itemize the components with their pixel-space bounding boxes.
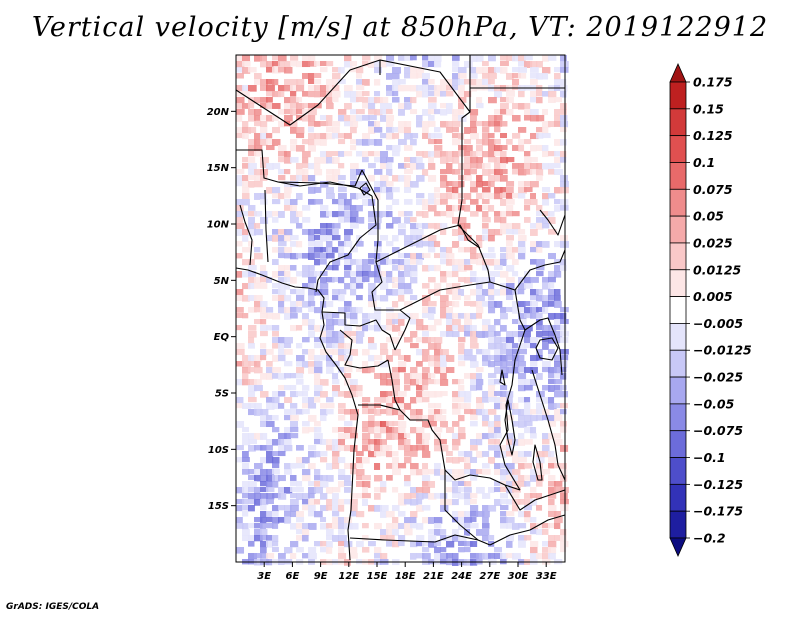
lon-tick-label: 18E — [395, 571, 416, 582]
colorbar-label: −0.1 — [693, 450, 726, 465]
lake-victoria — [535, 337, 559, 361]
colorbar-label: −0.075 — [693, 423, 743, 438]
country-borders — [235, 55, 566, 561]
colorbar-segment — [669, 349, 687, 378]
velocity-field — [236, 55, 569, 566]
colorbar-segment — [669, 403, 687, 432]
border-zambia — [444, 470, 566, 541]
border-libya-sudan — [461, 111, 471, 180]
colorbar-label: −0.05 — [693, 396, 735, 411]
border-south-sudan — [514, 249, 566, 291]
longitude-axis: 3E 6E 9E 12E 15E 18E 21E 24E 27E 30E 33E — [257, 562, 557, 582]
colorbar-label: −0.175 — [693, 504, 743, 519]
lake-chad — [359, 182, 371, 196]
lat-tick-label: 15N — [207, 163, 230, 174]
colorbar-arrow-bottom — [669, 537, 687, 557]
lon-tick-label: 21E — [423, 571, 444, 582]
colorbar-segment — [669, 81, 687, 110]
lon-tick-label: 3E — [257, 571, 271, 582]
colorbar-segment — [669, 269, 687, 297]
border-tanzania — [531, 369, 566, 481]
colorbar-segment — [669, 323, 687, 351]
border-angola-namibia — [349, 534, 491, 546]
lake-tanganyika — [504, 399, 516, 456]
colorbar-label: −0.0125 — [693, 343, 752, 358]
colorbar-segment — [669, 510, 687, 539]
colorbar-label: 0.075 — [693, 182, 733, 197]
colorbar-segment — [669, 296, 687, 324]
lon-tick-label: 12E — [338, 571, 359, 582]
border-gabon-congo — [339, 329, 389, 369]
border-nigeria-benin — [264, 189, 269, 263]
border-zimbabwe — [489, 514, 566, 546]
lat-tick-label: 10S — [208, 445, 229, 456]
colorbar-segment — [669, 108, 687, 137]
lon-tick-label: 30E — [508, 571, 529, 582]
border-niger-chad — [379, 55, 471, 113]
colorbar-label: −0.2 — [693, 531, 726, 546]
colorbar-segment — [669, 242, 687, 271]
latitude-axis: 20N 15N 10N 5N EQ 5S 10S 15S — [207, 107, 236, 512]
lat-tick-label: 10N — [207, 220, 230, 231]
colorbar-arrow-top — [669, 63, 687, 83]
colorbar-segment — [669, 188, 687, 217]
border-sudan-ethiopia — [457, 180, 491, 283]
lon-tick-label: 15E — [367, 571, 388, 582]
lon-tick-label: 6E — [286, 571, 300, 582]
colorbar-segment — [669, 483, 687, 512]
lon-tick-label: 27E — [479, 571, 500, 582]
lat-tick-label: 5N — [214, 276, 230, 287]
colorbar-label: 0.005 — [693, 289, 733, 304]
colorbar-label: 0.025 — [693, 235, 733, 250]
colorbar-label: 0.175 — [693, 75, 733, 90]
border-congo-drc — [387, 309, 411, 411]
border-east — [539, 209, 566, 236]
border-niger-nigeria — [277, 181, 373, 197]
lon-tick-label: 9E — [314, 571, 328, 582]
lake-kivu — [499, 369, 506, 386]
colorbar-label: −0.005 — [693, 316, 743, 331]
lat-tick-label: 20N — [207, 107, 230, 118]
colorbar-label: 0.05 — [693, 209, 724, 224]
colorbar-segment — [669, 457, 687, 485]
border-cameroon-gabon — [321, 311, 396, 351]
border-algeria-niger — [235, 59, 381, 126]
lon-tick-label: 24E — [451, 571, 472, 582]
border-uganda-kenya — [524, 317, 563, 376]
colorbar-label: 0.1 — [693, 155, 715, 170]
lat-tick-label: 15S — [208, 501, 229, 512]
lake-malawi — [532, 444, 543, 481]
border-chad-car — [371, 261, 516, 311]
border-nigeria-cameroon — [315, 195, 377, 293]
colorbar-segment — [669, 162, 687, 190]
border-drc-angola — [358, 404, 521, 491]
colorbar-label: −0.025 — [693, 370, 743, 385]
colorbar: 0.175 0.15 0.125 0.1 0.075 0.05 0.025 0.0125 0.0… — [669, 63, 752, 557]
west-coastline — [235, 267, 359, 561]
colorbar-label: 0.15 — [693, 101, 724, 116]
colorbar-segment — [669, 430, 687, 458]
colorbar-label: 0.0125 — [693, 262, 742, 277]
lat-tick-label: 5S — [215, 389, 229, 400]
border-ghana-togo — [239, 204, 253, 266]
border-chad-sudan — [361, 169, 481, 263]
map-frame — [235, 54, 566, 563]
colorbar-segment — [669, 215, 687, 244]
grads-credit: GrADS: IGES/COLA — [6, 602, 100, 612]
lon-tick-label: 33E — [536, 571, 557, 582]
border-drc-east — [499, 289, 526, 491]
colorbar-segment — [669, 376, 687, 405]
colorbar-segment — [669, 135, 687, 163]
lat-tick-label: EQ — [214, 332, 230, 343]
map-title: Vertical velocity [m/s] at 850hPa, VT: 2… — [31, 12, 769, 43]
colorbar-label: −0.125 — [693, 477, 743, 492]
colorbar-label: 0.125 — [693, 128, 733, 143]
